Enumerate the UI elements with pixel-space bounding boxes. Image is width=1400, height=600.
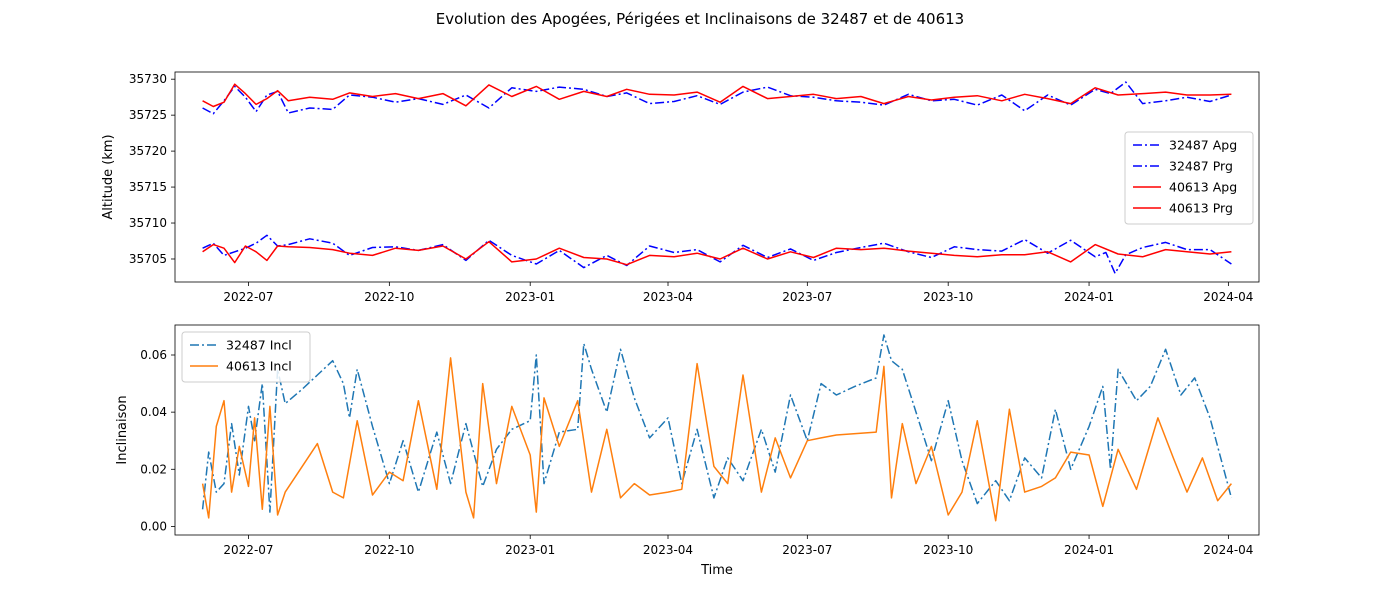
x-tick-label: 2023-01 bbox=[505, 290, 555, 304]
x-tick-label: 2024-04 bbox=[1203, 290, 1253, 304]
y-tick-label: 0.00 bbox=[140, 519, 167, 533]
legend-box bbox=[1124, 131, 1254, 225]
y-tick-label: 0.02 bbox=[140, 462, 167, 476]
inclination-panel: 2022-07 2022-10 2023-01 2023-04 2023-07 2023-… bbox=[115, 324, 1260, 578]
x-tick-label: 2022-10 bbox=[364, 543, 414, 557]
figure-title: Evolution des Apogées, Périgées et Incli… bbox=[435, 10, 965, 28]
series-line-40613-prg bbox=[202, 240, 1232, 266]
x-tick-label: 2023-07 bbox=[782, 290, 832, 304]
legend-label: 32487 Prg bbox=[1169, 159, 1233, 174]
x-tick-label: 2022-10 bbox=[364, 290, 414, 304]
y-tick-label: 35705 bbox=[129, 252, 167, 266]
legend-label: 40613 Prg bbox=[1169, 201, 1233, 216]
y-axis-label: Inclinaison bbox=[115, 395, 130, 464]
legend-label: 32487 Incl bbox=[226, 338, 292, 353]
x-tick-label: 2023-10 bbox=[923, 290, 973, 304]
axes-frame bbox=[174, 324, 1260, 536]
x-tick-label: 2022-07 bbox=[223, 290, 273, 304]
series-line-32487-prg bbox=[202, 234, 1232, 275]
x-tick-label: 2024-01 bbox=[1064, 543, 1114, 557]
y-tick-label: 35710 bbox=[129, 216, 167, 230]
series-group bbox=[202, 81, 1232, 275]
x-tick-label: 2024-04 bbox=[1203, 543, 1253, 557]
y-tick-label: 35715 bbox=[129, 180, 167, 194]
x-tick-label: 2023-04 bbox=[643, 543, 693, 557]
x-axis-label: Time bbox=[700, 563, 733, 578]
legend: 32487 Incl 40613 Incl bbox=[181, 331, 311, 383]
y-tick-label: 35720 bbox=[129, 144, 167, 158]
x-tick-label: 2023-01 bbox=[505, 543, 555, 557]
legend-label: 40613 Incl bbox=[226, 359, 292, 374]
y-axis-label: Altitude (km) bbox=[101, 134, 116, 219]
x-tick-label: 2024-01 bbox=[1064, 290, 1114, 304]
y-tick-label: 0.06 bbox=[140, 348, 167, 362]
x-tick-label: 2023-07 bbox=[782, 543, 832, 557]
legend-label: 40613 Apg bbox=[1169, 180, 1237, 195]
x-tick-label: 2022-07 bbox=[223, 543, 273, 557]
series-line-40613-incl bbox=[201, 357, 1232, 522]
x-tick-label: 2023-04 bbox=[643, 290, 693, 304]
y-tick-label: 0.04 bbox=[140, 405, 167, 419]
y-tick-label: 35730 bbox=[129, 72, 167, 86]
series-group bbox=[201, 334, 1233, 522]
series-line-32487-apg bbox=[202, 81, 1232, 115]
axes-frame bbox=[174, 71, 1260, 283]
series-line-32487-incl bbox=[201, 334, 1233, 513]
altitude-panel: 2022-07 2022-10 2023-01 2023-04 2023-07 2023-… bbox=[101, 71, 1260, 304]
legend: 32487 Apg 32487 Prg 40613 Apg 40613 Prg bbox=[1124, 131, 1254, 225]
x-tick-label: 2023-10 bbox=[923, 543, 973, 557]
series-line-40613-apg bbox=[202, 83, 1232, 108]
legend-label: 32487 Apg bbox=[1169, 138, 1237, 153]
y-tick-label: 35725 bbox=[129, 108, 167, 122]
